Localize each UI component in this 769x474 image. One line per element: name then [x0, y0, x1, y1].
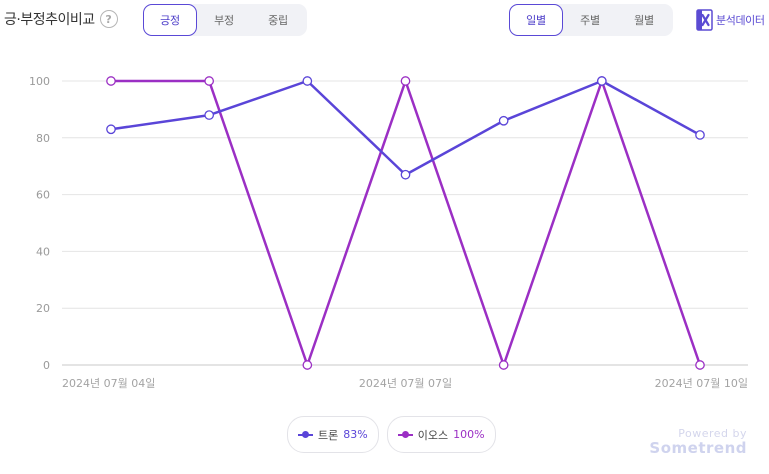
data-point[interactable] — [498, 115, 509, 126]
legend-swatch — [298, 430, 313, 439]
legend-value: 100% — [453, 428, 485, 441]
y-tick-label: 100 — [29, 75, 50, 88]
y-tick-label: 0 — [43, 359, 50, 372]
data-point[interactable] — [596, 76, 607, 86]
data-point[interactable] — [106, 76, 116, 86]
tab-monthly[interactable]: 월별 — [634, 14, 654, 27]
data-point[interactable] — [498, 360, 509, 370]
legend-swatch — [397, 430, 413, 439]
excel-icon — [696, 9, 713, 31]
data-point[interactable] — [302, 76, 313, 86]
legend-name: 이오스 — [417, 428, 449, 442]
export-data-button[interactable]: 분석데이터 — [696, 9, 765, 31]
legend-item-eos[interactable]: 이오스 100% — [386, 416, 496, 453]
legend-name: 트론 — [318, 428, 339, 442]
data-point[interactable] — [204, 76, 215, 86]
chart-title: 긍·부정추이비교 — [4, 12, 95, 28]
x-tick-label: 2024년 07월 04일 — [62, 376, 155, 390]
x-tick-label: 2024년 07월 07일 — [359, 376, 452, 390]
data-point[interactable] — [695, 360, 705, 370]
x-tick-label: 2024년 07월 10일 — [655, 376, 748, 390]
data-point[interactable] — [695, 130, 705, 140]
tab-negative[interactable]: 부정 — [214, 14, 234, 27]
y-tick-label: 80 — [36, 132, 50, 145]
y-tick-label: 40 — [36, 245, 50, 258]
y-tick-label: 20 — [36, 302, 50, 315]
series-line — [109, 79, 702, 176]
y-tick-label: 60 — [36, 189, 50, 202]
period-toggle: 일별 주별 월별 — [509, 4, 673, 36]
legend-value: 83% — [343, 428, 368, 441]
tab-daily[interactable]: 일별 — [509, 4, 563, 36]
brand-logo: Sometrend — [649, 439, 747, 457]
chart-header: 긍·부정추이비교 ? — [4, 9, 118, 29]
powered-by-text: Powered by — [678, 427, 747, 440]
tab-neutral[interactable]: 중립 — [268, 14, 288, 27]
data-point[interactable] — [204, 110, 215, 120]
data-point[interactable] — [106, 124, 116, 135]
powered-by-brand: Powered by Sometrend — [649, 427, 747, 457]
tab-weekly[interactable]: 주별 — [580, 14, 600, 27]
data-point[interactable] — [400, 169, 411, 180]
sentiment-toggle: 긍정 부정 중립 — [143, 4, 307, 36]
series-line — [109, 79, 702, 367]
export-label: 분석데이터 — [716, 14, 765, 27]
legend-item-tron[interactable]: 트론 83% — [287, 416, 379, 453]
data-point[interactable] — [302, 360, 313, 370]
tab-positive[interactable]: 긍정 — [143, 4, 197, 36]
help-icon[interactable]: ? — [99, 10, 118, 28]
chart-legend: 트론 83% 이오스 100% — [287, 416, 496, 453]
data-point[interactable] — [400, 76, 411, 86]
